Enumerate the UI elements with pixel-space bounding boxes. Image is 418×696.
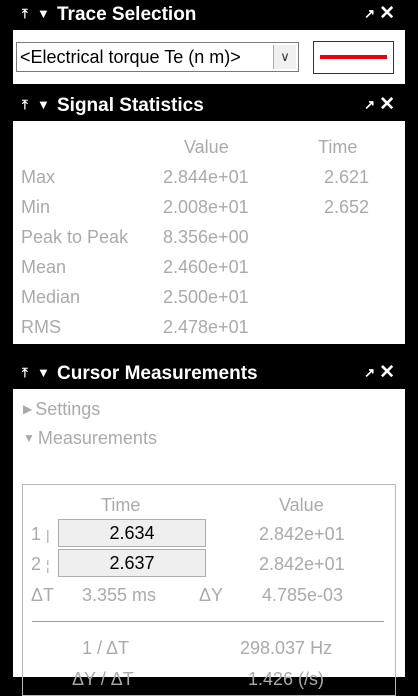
delta-y-label: ΔY xyxy=(199,585,224,605)
panel-title: Trace Selection xyxy=(57,4,197,25)
cursor-1-line-icon: | xyxy=(46,527,50,543)
stat-time: 2.652 xyxy=(324,197,370,217)
collapse-arrow-icon: ▼ xyxy=(23,431,35,445)
stat-name: Mean xyxy=(21,257,67,277)
measurements-label: Measurements xyxy=(37,428,157,448)
measurements-box: Time Value 1 | 2.634 2.842e+01 2 ¦ 2.637… xyxy=(22,484,396,696)
slope-label: ΔY / ΔT xyxy=(72,669,134,689)
settings-section-toggle[interactable]: ▶ Settings xyxy=(23,399,100,420)
close-icon[interactable]: ✕ xyxy=(379,3,395,24)
stat-value: 2.008e+01 xyxy=(163,197,249,217)
chevron-down-icon[interactable]: ∨ xyxy=(273,45,296,69)
delta-t-value: 3.355 ms xyxy=(82,585,157,605)
trace-color-button[interactable] xyxy=(313,41,394,74)
trace-selection-header: ⤒ ▼ Trace Selection ↗ ✕ xyxy=(13,0,405,30)
statistics-table: Value Time Max 2.844e+01 2.621 Min 2.008… xyxy=(13,121,405,344)
collapse-arrow-icon[interactable]: ▼ xyxy=(37,97,50,112)
table-row: Max 2.844e+01 2.621 xyxy=(13,167,405,197)
panel-title: Cursor Measurements xyxy=(57,363,258,384)
cursor-1-label: 1 | xyxy=(31,524,50,544)
collapse-arrow-icon[interactable]: ▼ xyxy=(37,6,50,21)
cursor-measurements-body: ▶ Settings ▼ Measurements Time Value 1 | 2… xyxy=(13,389,405,696)
divider xyxy=(32,621,384,622)
stat-time: 2.621 xyxy=(324,167,370,187)
settings-label: Settings xyxy=(35,399,101,419)
delta-y-value: 4.785e-03 xyxy=(262,585,344,605)
panel-title: Signal Statistics xyxy=(57,95,204,116)
cursor-2-time-input[interactable]: 2.637 xyxy=(58,549,206,577)
table-row: Median 2.500e+01 xyxy=(13,287,405,317)
inverse-delta-t-label: 1 / ΔT xyxy=(82,638,130,658)
collapse-arrow-icon[interactable]: ▼ xyxy=(37,365,50,380)
table-row: Min 2.008e+01 2.652 xyxy=(13,197,405,227)
close-icon[interactable]: ✕ xyxy=(379,94,395,115)
cursor-2-label: 2 ¦ xyxy=(31,554,50,574)
stat-value: 2.478e+01 xyxy=(163,317,249,337)
undock-icon[interactable]: ↗ xyxy=(364,6,375,21)
stat-name: Max xyxy=(21,167,56,187)
trace-selection-panel: ⤒ ▼ Trace Selection ↗ ✕ <Electrical torq… xyxy=(13,0,405,84)
value-column-header: Value xyxy=(184,137,229,157)
close-icon[interactable]: ✕ xyxy=(379,362,395,383)
table-row: Mean 2.460e+01 xyxy=(13,257,405,287)
stat-name: RMS xyxy=(21,317,61,337)
stat-name: Median xyxy=(21,287,81,307)
table-row: RMS 2.478e+01 xyxy=(13,317,405,347)
cursor-1-value: 2.842e+01 xyxy=(259,524,345,544)
signal-statistics-panel: ⤒ ▼ Signal Statistics ↗ ✕ Value Time Max… xyxy=(13,91,405,344)
value-column-header: Value xyxy=(279,495,324,515)
trace-select-dropdown[interactable]: <Electrical torque Te (n m)> ∨ xyxy=(16,42,299,72)
pin-icon[interactable]: ⤒ xyxy=(22,6,28,21)
stat-name: Min xyxy=(21,197,51,217)
stat-value: 2.460e+01 xyxy=(163,257,249,277)
stat-value: 8.356e+00 xyxy=(163,227,249,247)
time-column-header: Time xyxy=(101,495,141,515)
delta-t-label: ΔT xyxy=(31,585,55,605)
cursor-2-value: 2.842e+01 xyxy=(259,554,345,574)
undock-icon[interactable]: ↗ xyxy=(364,365,375,380)
cursor-2-line-icon: ¦ xyxy=(46,557,50,573)
expand-arrow-icon: ▶ xyxy=(23,402,33,416)
stat-value: 2.844e+01 xyxy=(163,167,249,187)
stat-name: Peak to Peak xyxy=(21,227,129,247)
cursor-measurements-header: ⤒ ▼ Cursor Measurements ↗ ✕ xyxy=(13,359,405,389)
selected-trace: <Electrical torque Te (n m)> xyxy=(20,47,241,67)
slope-value: 1.426 (/s) xyxy=(248,669,325,689)
undock-icon[interactable]: ↗ xyxy=(364,97,375,112)
stat-value: 2.500e+01 xyxy=(163,287,249,307)
inverse-delta-t-value: 298.037 Hz xyxy=(240,638,333,658)
cursor-measurements-panel: ⤒ ▼ Cursor Measurements ↗ ✕ ▶ Settings ▼ M… xyxy=(13,359,405,696)
table-row: Peak to Peak 8.356e+00 xyxy=(13,227,405,257)
time-column-header: Time xyxy=(318,137,358,157)
signal-statistics-header: ⤒ ▼ Signal Statistics ↗ ✕ xyxy=(13,91,405,121)
pin-icon[interactable]: ⤒ xyxy=(22,97,28,112)
measurements-section-toggle[interactable]: ▼ Measurements xyxy=(23,428,157,449)
pin-icon[interactable]: ⤒ xyxy=(22,365,28,380)
cursor-1-time-input[interactable]: 2.634 xyxy=(58,519,206,547)
line-color-swatch xyxy=(320,55,387,59)
